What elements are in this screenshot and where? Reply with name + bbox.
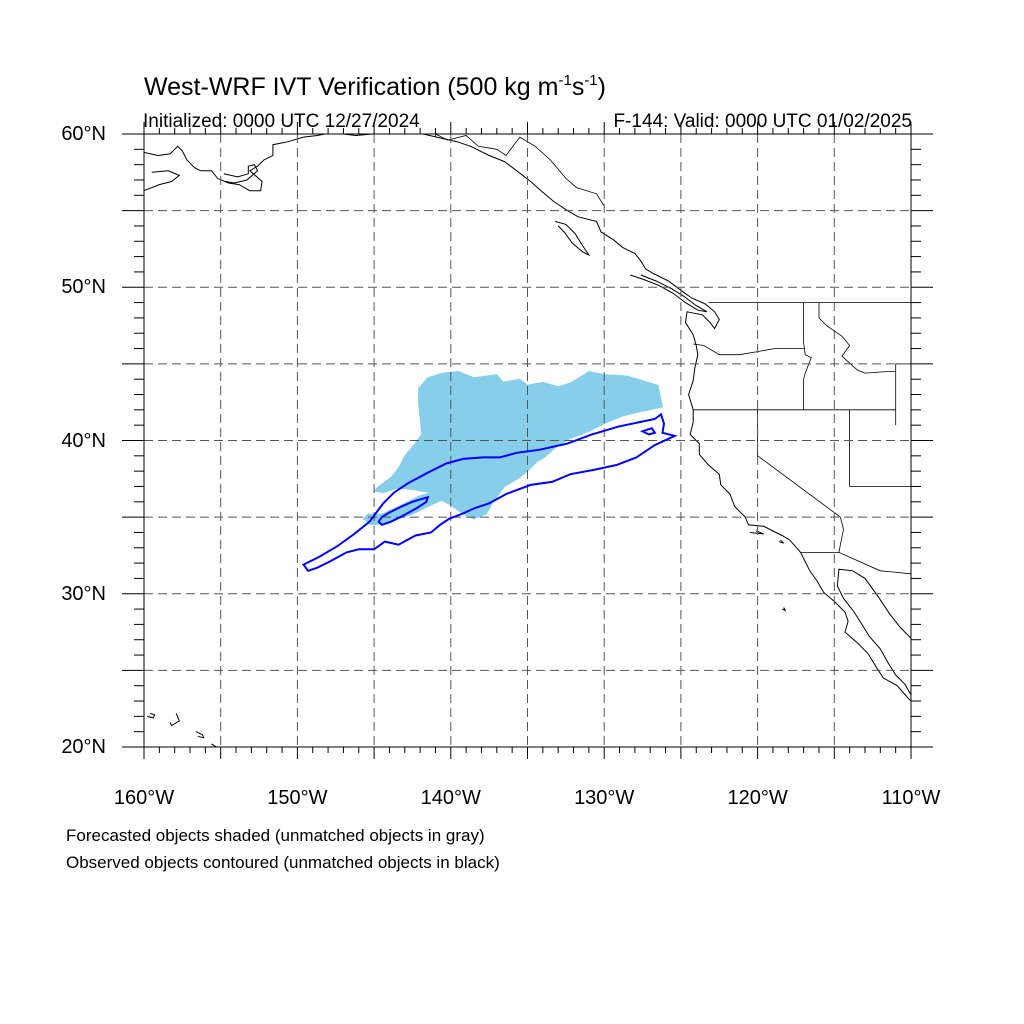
forecast-object — [362, 370, 664, 526]
political-border — [757, 409, 841, 518]
coastline — [778, 539, 785, 544]
coastline — [781, 607, 787, 612]
coastline — [144, 170, 181, 192]
lon-label: 130°W — [574, 787, 635, 809]
coastline — [223, 164, 259, 184]
political-border — [693, 343, 806, 356]
political-border — [803, 302, 812, 410]
lon-label: 140°W — [420, 787, 481, 809]
map-title: West-WRF IVT Verification (500 kg m-1s-1… — [144, 72, 606, 101]
coastline — [169, 713, 180, 727]
coastline — [836, 568, 911, 696]
initialized-time: Initialized: 0000 UTC 12/27/2024 — [143, 111, 420, 132]
lat-label: 50°N — [61, 276, 106, 299]
political-border — [838, 517, 844, 553]
lat-label: 60°N — [61, 123, 106, 145]
coastline — [195, 731, 205, 739]
coastline — [749, 530, 764, 535]
forecast-note: Forecasted objects shaded (unmatched obj… — [66, 826, 485, 845]
observed-object-contour — [301, 412, 678, 572]
lon-label: 120°W — [727, 787, 788, 809]
coastline — [343, 134, 387, 137]
lon-label: 160°W — [113, 787, 175, 809]
lat-label: 20°N — [61, 736, 106, 758]
lon-label: 110°W — [881, 787, 941, 809]
lat-label: 40°N — [61, 429, 106, 452]
coastline — [630, 274, 708, 313]
valid-time: F-144: Valid: 0000 UTC 01/02/2025 — [613, 111, 912, 132]
lon-label: 150°W — [267, 787, 328, 809]
observed-object-contour — [639, 427, 657, 436]
observed-object-contour — [377, 495, 430, 526]
coastline — [144, 134, 326, 192]
political-border — [818, 302, 896, 374]
political-border — [800, 552, 911, 575]
observed-note: Observed objects contoured (unmatched ob… — [66, 853, 500, 872]
coastline — [554, 220, 591, 257]
lat-label: 30°N — [61, 582, 106, 605]
coastline — [146, 712, 156, 719]
coastline — [423, 134, 911, 702]
political-border — [435, 134, 605, 207]
